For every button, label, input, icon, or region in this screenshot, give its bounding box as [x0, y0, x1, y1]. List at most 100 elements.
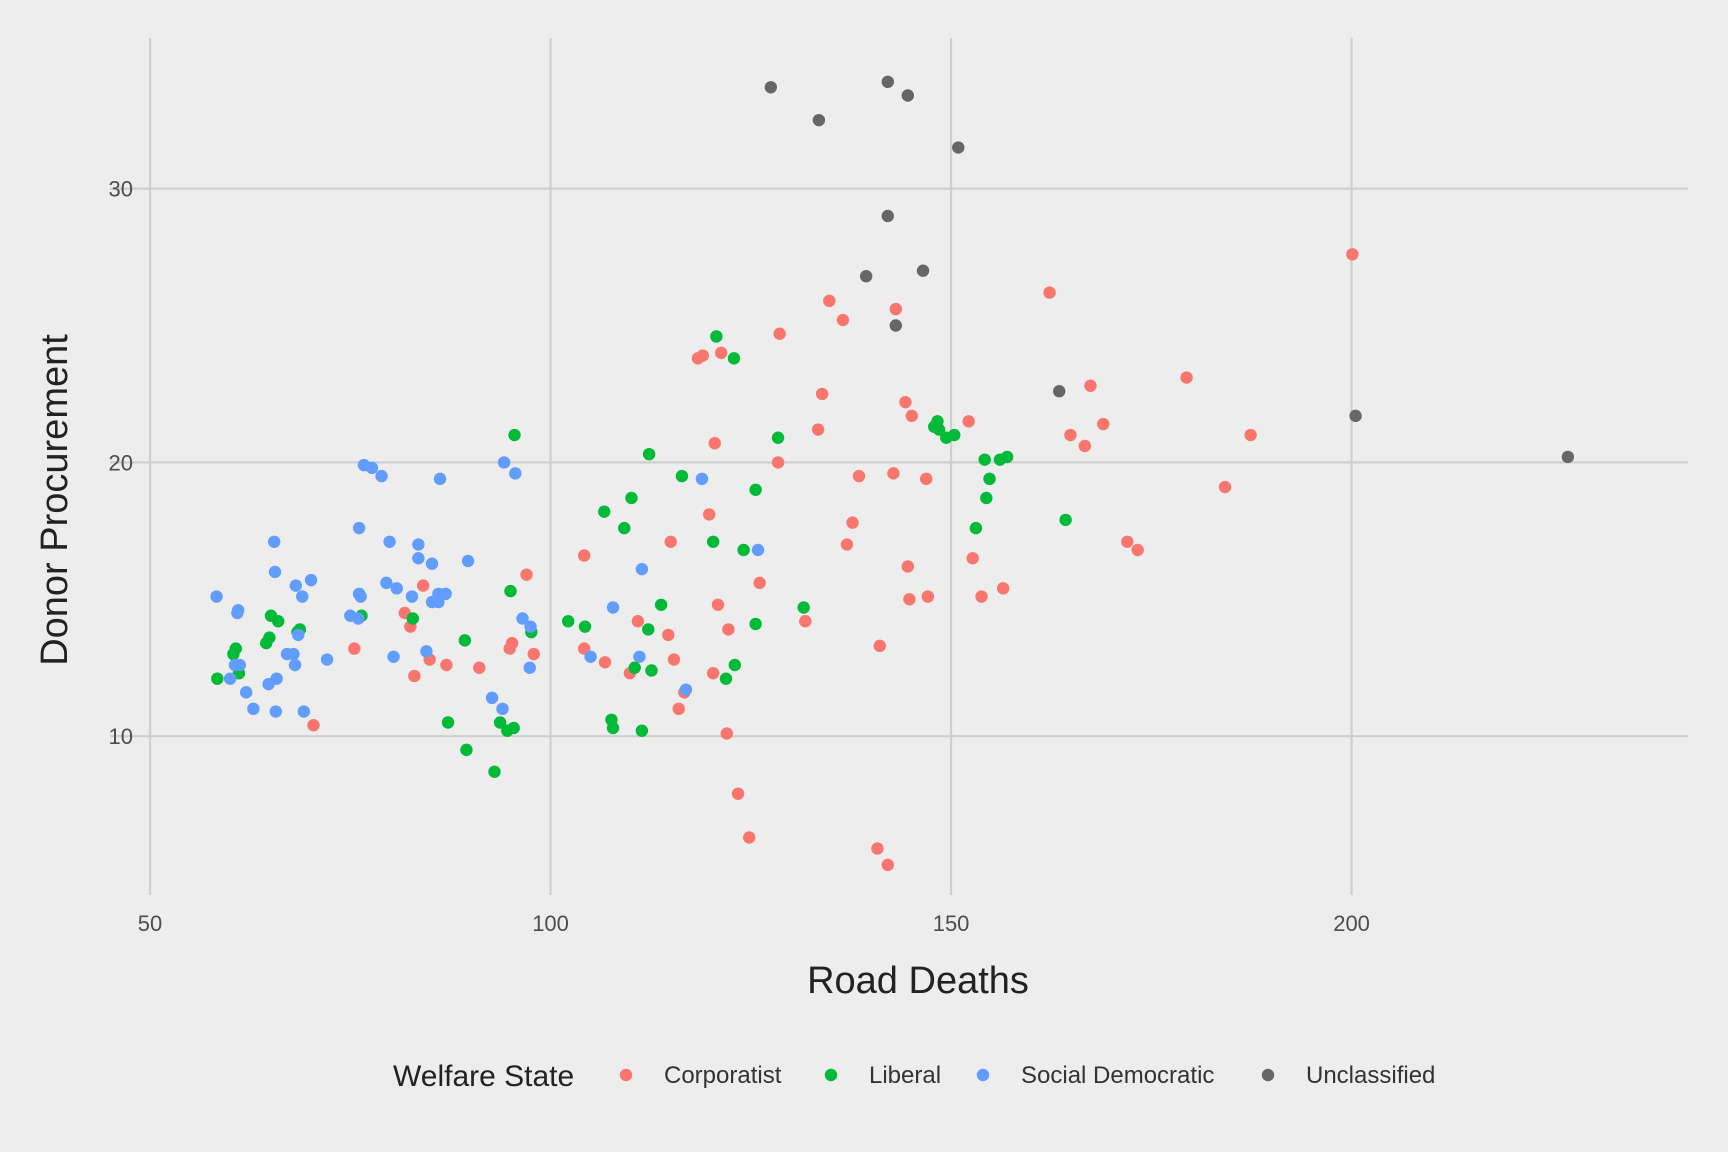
data-point-social-democratic [352, 521, 366, 535]
data-point-social-democratic [270, 672, 283, 685]
data-point-corporatist [1131, 543, 1144, 557]
data-point-liberal [797, 601, 810, 614]
y-tick-labels: 10 20 30 [109, 177, 133, 750]
data-point-corporatist [881, 858, 894, 872]
y-tick-label: 20 [109, 450, 133, 475]
data-point-corporatist [520, 568, 533, 581]
data-point-liberal [654, 598, 668, 611]
data-point-social-democratic [509, 467, 522, 480]
data-point-corporatist [920, 472, 933, 486]
data-point-liberal [508, 428, 521, 442]
data-point-corporatist [771, 456, 785, 469]
data-point-liberal [642, 623, 655, 636]
data-point-liberal [1059, 513, 1072, 527]
data-point-corporatist [440, 658, 453, 672]
data-point-liberal [211, 672, 224, 685]
data-point-corporatist [711, 598, 725, 611]
data-point-corporatist [505, 636, 519, 650]
data-point-corporatist [348, 642, 361, 655]
data-point-unclassified [916, 264, 930, 277]
data-point-liberal [727, 352, 741, 365]
legend-key-liberal [824, 1068, 838, 1082]
data-point-liberal [504, 584, 517, 598]
data-point-corporatist [722, 623, 735, 636]
data-point-liberal [737, 543, 750, 557]
data-point-corporatist [743, 831, 756, 844]
data-point-social-democratic [239, 686, 253, 699]
data-point-social-democratic [269, 705, 283, 718]
data-point-corporatist [975, 590, 988, 603]
data-point-liberal [642, 447, 656, 461]
data-point-corporatist [921, 590, 935, 603]
x-tick-label: 100 [532, 911, 569, 936]
legend: Welfare State Corporatist Liberal Social D… [393, 1060, 1435, 1093]
data-point-corporatist [662, 628, 675, 642]
series-unclassified [764, 75, 1575, 464]
data-point-social-democratic [320, 653, 334, 666]
data-point-corporatist [901, 560, 915, 573]
data-point-social-democratic [432, 595, 445, 609]
data-point-social-democratic [287, 647, 300, 661]
y-axis-title: Donor Procurement [34, 334, 76, 666]
data-point-social-democratic [210, 590, 223, 603]
data-point-liberal [749, 617, 762, 631]
data-point-corporatist [631, 614, 645, 628]
data-point-liberal [606, 721, 620, 735]
data-point-liberal [969, 521, 983, 535]
data-point-corporatist [799, 614, 812, 628]
data-point-corporatist [706, 667, 720, 680]
data-point-liberal [719, 672, 733, 685]
data-point-unclassified [1349, 409, 1362, 423]
data-point-social-democratic [412, 552, 425, 565]
data-point-liberal [507, 721, 520, 735]
data-point-social-democratic [268, 535, 281, 548]
data-point-liberal [272, 614, 285, 628]
data-point-social-democratic [485, 691, 499, 705]
data-point-corporatist [905, 409, 919, 423]
legend-label-liberal: Liberal [869, 1062, 941, 1089]
data-point-corporatist [823, 294, 836, 308]
data-point-social-democratic [354, 590, 367, 603]
data-point-liberal [406, 612, 419, 625]
data-point-corporatist [871, 842, 884, 855]
data-point-corporatist [708, 437, 721, 450]
data-point-corporatist [664, 535, 677, 548]
data-point-unclassified [881, 75, 894, 89]
legend-key-social-democratic [976, 1068, 990, 1082]
data-point-corporatist [408, 669, 421, 683]
data-point-corporatist [473, 661, 486, 674]
data-point-social-democratic [390, 582, 403, 595]
data-point-corporatist [887, 467, 900, 480]
data-point-corporatist [852, 469, 866, 483]
data-point-liberal [625, 491, 638, 505]
data-point-social-democratic [523, 661, 536, 674]
data-point-social-democratic [233, 658, 246, 672]
data-point-corporatist [773, 327, 786, 340]
data-point-corporatist [846, 516, 859, 529]
data-point-social-democratic [695, 472, 709, 486]
data-point-liberal [229, 642, 242, 655]
data-point-social-democratic [497, 456, 511, 469]
data-point-social-democratic [352, 612, 365, 625]
data-point-corporatist [815, 387, 829, 401]
data-point-corporatist [672, 702, 685, 716]
data-point-corporatist [702, 508, 716, 521]
data-point-liberal [771, 431, 785, 444]
data-point-social-democratic [633, 650, 646, 663]
data-points [210, 75, 1575, 872]
data-point-unclassified [1053, 385, 1066, 398]
data-point-corporatist [1121, 535, 1134, 548]
legend-label-unclassified: Unclassified [1306, 1062, 1435, 1089]
data-point-unclassified [881, 209, 894, 223]
data-point-unclassified [889, 319, 902, 332]
data-point-unclassified [1561, 450, 1575, 464]
data-point-social-democratic [606, 601, 620, 614]
data-point-social-democratic [433, 472, 447, 486]
data-point-social-democratic [496, 702, 509, 716]
legend-label-corporatist: Corporatist [664, 1062, 782, 1089]
data-point-social-democratic [635, 562, 649, 576]
x-tick-labels: 50 100 150 200 [138, 911, 1370, 936]
legend-title: Welfare State [393, 1060, 574, 1093]
data-point-social-democratic [679, 683, 693, 696]
data-point-liberal [948, 428, 961, 442]
